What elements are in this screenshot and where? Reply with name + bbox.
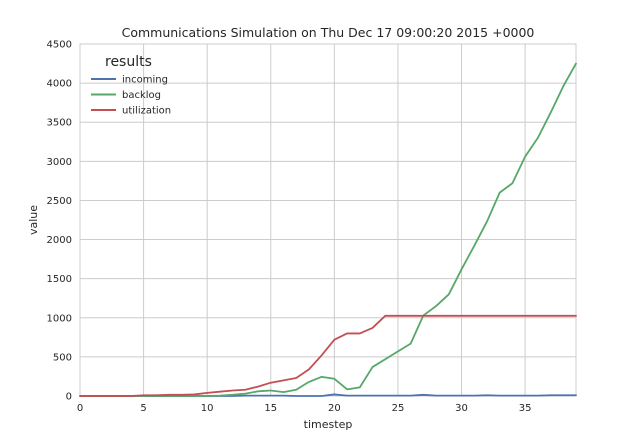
y-tick-label: 3000 xyxy=(47,157,72,168)
legend: results incoming backlog utilization xyxy=(91,54,171,117)
y-tick-label: 4500 xyxy=(47,40,72,51)
y-tick-label: 3500 xyxy=(47,118,72,129)
y-tick-label: 2000 xyxy=(47,235,72,246)
legend-label-incoming: incoming xyxy=(122,75,168,86)
x-tick-label: 30 xyxy=(455,403,468,414)
y-tick-label: 1500 xyxy=(47,274,72,285)
plot-area xyxy=(80,44,576,396)
x-tick-label: 15 xyxy=(264,403,277,414)
y-tick-label: 1000 xyxy=(47,313,72,324)
x-tick-label: 35 xyxy=(519,403,532,414)
x-tick-label: 0 xyxy=(77,403,83,414)
x-axis-title: timestep xyxy=(304,418,353,431)
y-axis-title: value xyxy=(27,205,40,235)
x-tick-label: 25 xyxy=(392,403,405,414)
x-tick-labels: 0 5 10 15 20 25 30 35 xyxy=(77,403,532,414)
y-tick-labels: 0 500 1000 1500 2000 2500 3000 3500 4000 4500 xyxy=(47,40,72,403)
chart-title: Communications Simulation on Thu Dec 17 … xyxy=(122,25,535,40)
y-tick-label: 2500 xyxy=(47,196,72,207)
legend-label-backlog: backlog xyxy=(122,90,161,101)
y-tick-label: 0 xyxy=(66,392,72,403)
x-tick-label: 10 xyxy=(201,403,214,414)
legend-label-utilization: utilization xyxy=(122,106,171,117)
y-tick-label: 4000 xyxy=(47,79,72,90)
series-line-utilization xyxy=(79,314,577,397)
legend-title: results xyxy=(105,54,152,70)
y-tick-label: 500 xyxy=(53,352,72,363)
x-tick-label: 20 xyxy=(328,403,341,414)
series-line-backlog xyxy=(79,62,577,397)
x-tick-label: 5 xyxy=(140,403,146,414)
series-lines xyxy=(79,62,577,397)
